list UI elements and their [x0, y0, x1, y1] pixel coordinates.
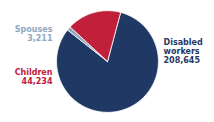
svg-text:Children44,234: Children44,234	[15, 68, 53, 86]
svg-text:Spouses3,211: Spouses3,211	[15, 25, 53, 43]
svg-text:Disabledworkers208,645: Disabledworkers208,645	[164, 38, 203, 65]
